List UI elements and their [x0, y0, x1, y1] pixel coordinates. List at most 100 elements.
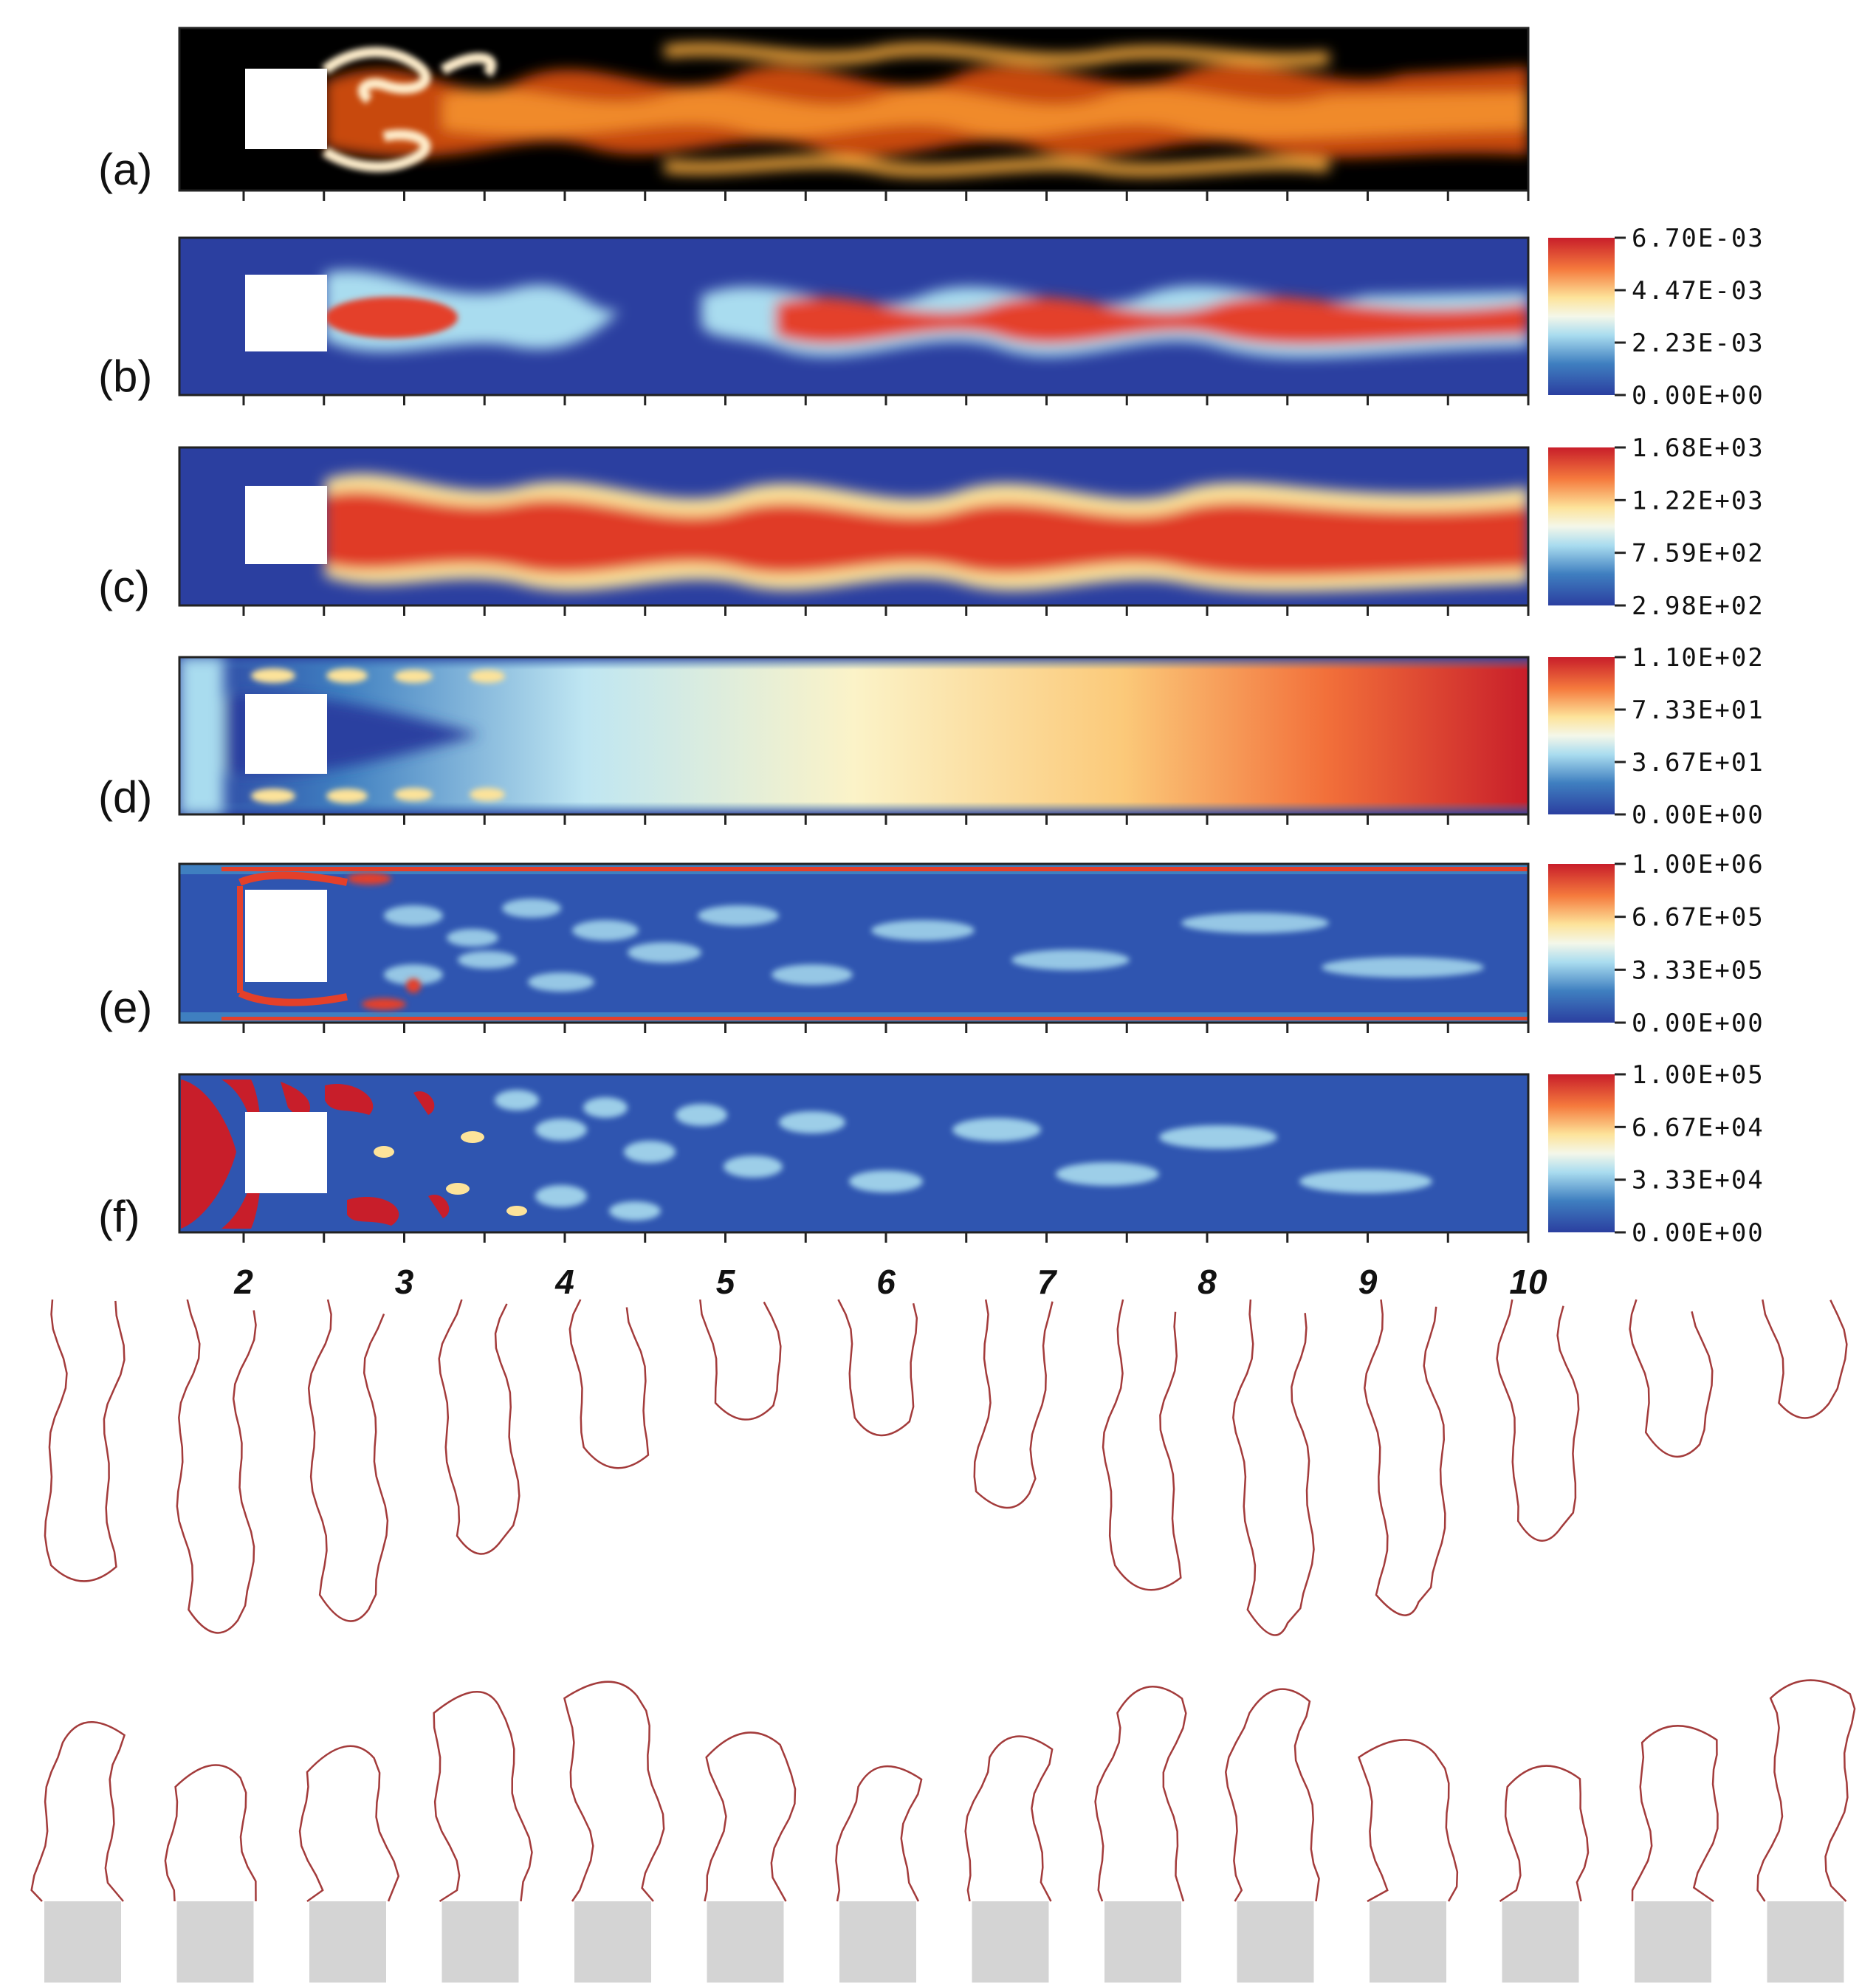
flame-pocket-contour [1496, 1299, 1580, 1542]
flame-frame [164, 1299, 257, 1983]
bluff-body-block [176, 1901, 254, 1983]
bluff-body-block [1370, 1901, 1446, 1983]
colorbar-label: 3.33E+05 [1632, 955, 1765, 985]
colorbar-label: 3.67E+01 [1632, 748, 1765, 778]
x-tick-label: 7 [1037, 1263, 1058, 1301]
flame-frame [1225, 1299, 1320, 1983]
flame-contour [433, 1690, 533, 1903]
flame-frame [1357, 1299, 1459, 1983]
panel-f-field [179, 1074, 1528, 1232]
colorbar-label: 1.00E+06 [1632, 850, 1765, 879]
panel-b-field [179, 238, 1528, 395]
colorbar-label: 3.33E+04 [1632, 1166, 1765, 1195]
colorbar-label: 6.67E+05 [1632, 903, 1765, 933]
bluff-body-block [972, 1901, 1049, 1983]
panel-e-field [179, 864, 1528, 1023]
colorbar-gradient [1548, 1074, 1615, 1232]
flame-pocket-contour [44, 1299, 126, 1582]
panel-b: (b) [98, 236, 1530, 401]
panel-c-field [179, 447, 1528, 605]
bluff-body-block [441, 1901, 519, 1983]
x-tick-label: 6 [876, 1263, 896, 1301]
panel-d: (d) [98, 656, 1530, 822]
bluff-body-block [309, 1901, 386, 1983]
colorbar-gradient [1548, 447, 1615, 605]
bluff-body-block [574, 1901, 651, 1983]
flame-pocket-contour [1364, 1299, 1446, 1616]
panel-ticks [242, 190, 1530, 1243]
flame-contour [835, 1765, 923, 1902]
colorbar-gradient [1548, 238, 1615, 395]
x-tick-label: 8 [1198, 1263, 1217, 1301]
bluff-body-block [839, 1901, 916, 1983]
colorbar-label: 7.59E+02 [1632, 539, 1765, 569]
flame-frame [964, 1299, 1054, 1983]
flame-pocket-contour [176, 1299, 257, 1634]
flame-pocket-contour [973, 1299, 1054, 1509]
flame-contour [1225, 1688, 1320, 1902]
flame-contour [1499, 1765, 1590, 1903]
flame-contour [563, 1681, 665, 1902]
flame-contour [1357, 1739, 1459, 1903]
colorbar-label: 1.68E+03 [1632, 433, 1765, 463]
flame-contour [164, 1764, 257, 1902]
flame-pocket-contour [568, 1299, 650, 1469]
flame-contour [704, 1731, 797, 1902]
colorbar-label: 0.00E+00 [1632, 381, 1765, 411]
colorbar-label: 1.22E+03 [1632, 486, 1765, 515]
bluff-body-block [1767, 1901, 1844, 1983]
flame-pocket-contour [837, 1299, 918, 1437]
flame-pocket-contour [438, 1299, 520, 1555]
flame-contour [30, 1720, 126, 1902]
colorbar-label: 7.33E+01 [1632, 696, 1765, 725]
colorbar-label: 2.98E+02 [1632, 591, 1765, 621]
colorbars: 6.70E-03 4.47E-03 2.23E-03 0.00E+00 1.68E+03… [1548, 224, 1765, 1248]
flame-contour [1094, 1686, 1187, 1902]
flame-frame [30, 1299, 126, 1983]
flame-frame [433, 1299, 533, 1983]
flame-pocket-contour [1629, 1299, 1714, 1458]
colorbar-label: 6.67E+04 [1632, 1113, 1765, 1142]
flame-pocket-contour [1102, 1299, 1182, 1591]
bluff-body-block [1635, 1901, 1711, 1983]
panel-label: (b) [98, 351, 152, 401]
flame-frame [699, 1299, 797, 1983]
colorbar-gradient [1548, 657, 1615, 814]
flame-contour [298, 1745, 400, 1903]
colorbar-label: 1.00E+05 [1632, 1060, 1765, 1090]
flame-contour [964, 1735, 1054, 1902]
colorbar-gradient [1548, 864, 1615, 1023]
flame-frame [563, 1299, 665, 1983]
flame-pocket-contour [1232, 1299, 1315, 1636]
bluff-body-block [44, 1901, 121, 1983]
x-axis-labels: 2 3 4 5 6 7 8 9 10 [233, 1263, 1547, 1301]
panel-label: (c) [98, 562, 150, 611]
x-tick-label: 5 [716, 1263, 736, 1301]
panel-c: (c) [98, 446, 1530, 611]
flame-frame [835, 1299, 923, 1983]
x-tick-label: 2 [233, 1263, 253, 1301]
panel-label: (a) [98, 145, 152, 194]
colorbar-label: 6.70E-03 [1632, 224, 1765, 253]
x-tick-label: 3 [395, 1263, 414, 1301]
panel-label: (d) [98, 772, 152, 822]
x-tick-label: 9 [1358, 1263, 1378, 1301]
bluff-body-block [1104, 1901, 1181, 1983]
bluff-body-block [1237, 1901, 1314, 1983]
colorbar-label: 0.00E+00 [1632, 1009, 1765, 1038]
flame-frame [1629, 1299, 1719, 1983]
flame-frame [298, 1299, 400, 1983]
x-tick-label: 4 [554, 1263, 574, 1301]
flame-pocket-contour [699, 1299, 782, 1421]
panel-a-field [179, 28, 1528, 190]
flame-frame [1496, 1299, 1590, 1983]
panel-f: (f) [98, 1073, 1530, 1241]
x-tick-label: 10 [1509, 1263, 1547, 1301]
flame-pocket-contour [1762, 1299, 1848, 1419]
panel-a: (a) [98, 27, 1530, 194]
flame-pocket-contour [307, 1299, 389, 1622]
flame-frame [1094, 1299, 1187, 1983]
colorbar-label: 4.47E-03 [1632, 276, 1765, 306]
flame-contour [1631, 1725, 1719, 1903]
